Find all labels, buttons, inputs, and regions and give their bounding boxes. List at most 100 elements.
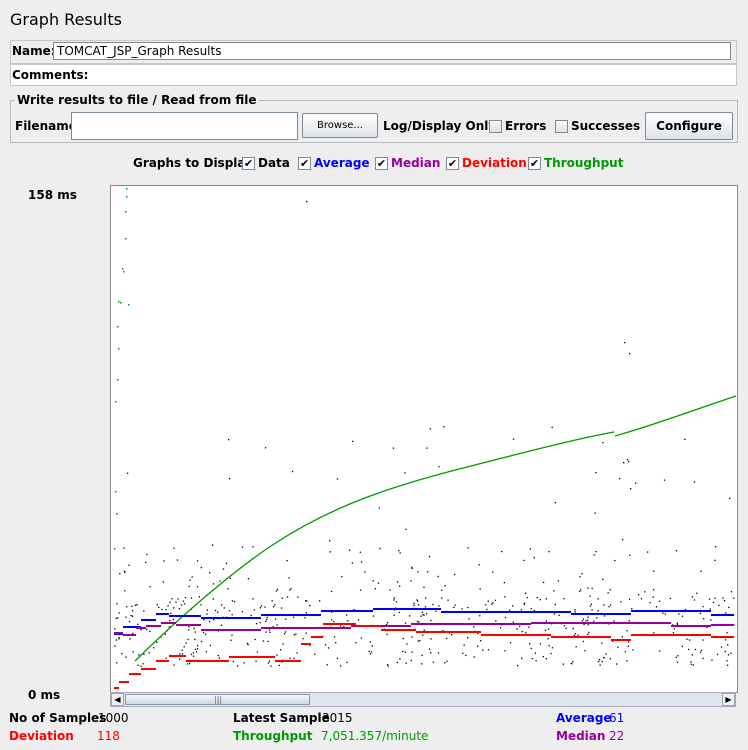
data-point bbox=[193, 627, 195, 630]
errors-label: Errors bbox=[505, 119, 547, 133]
data-point bbox=[379, 547, 381, 550]
data-point bbox=[241, 546, 244, 548]
data-point bbox=[601, 642, 603, 644]
data-point bbox=[627, 645, 629, 647]
y-min-label: 0 ms bbox=[28, 688, 61, 702]
data-point bbox=[289, 657, 291, 659]
data-point bbox=[246, 642, 249, 645]
data-point bbox=[589, 605, 592, 607]
data-point bbox=[183, 646, 185, 648]
errors-checkbox[interactable] bbox=[489, 120, 502, 133]
data-point bbox=[465, 654, 467, 657]
data-point bbox=[168, 626, 170, 628]
scroll-thumb[interactable]: ||| bbox=[125, 694, 310, 705]
data-point bbox=[169, 619, 171, 622]
data-point bbox=[179, 653, 181, 655]
data-point bbox=[603, 657, 605, 659]
data-point bbox=[267, 640, 269, 643]
data-point bbox=[632, 649, 634, 651]
data-point bbox=[443, 426, 445, 428]
graph-svg bbox=[114, 188, 737, 689]
data-point bbox=[126, 606, 128, 608]
data-point bbox=[677, 655, 679, 657]
data-point bbox=[710, 619, 712, 621]
data-point bbox=[187, 629, 190, 631]
latest-sample-label: Latest Sample bbox=[233, 711, 330, 725]
data-point bbox=[612, 640, 614, 642]
successes-checkbox[interactable] bbox=[555, 120, 568, 133]
configure-button[interactable]: Configure bbox=[645, 112, 733, 140]
data-point bbox=[167, 605, 169, 607]
data-point bbox=[547, 628, 550, 630]
data-point bbox=[389, 589, 391, 591]
data-point bbox=[181, 649, 183, 651]
name-field[interactable]: TOMCAT_JSP_Graph Results bbox=[53, 42, 731, 60]
data-point bbox=[727, 654, 730, 656]
data-point bbox=[421, 654, 423, 656]
data-point bbox=[231, 614, 233, 616]
data-point bbox=[121, 653, 123, 655]
data-point bbox=[143, 610, 145, 612]
data-point bbox=[480, 640, 482, 642]
data-point bbox=[186, 663, 189, 665]
filename-input[interactable] bbox=[71, 112, 298, 140]
data-point bbox=[169, 601, 171, 603]
data-point bbox=[324, 644, 327, 646]
data-point bbox=[377, 582, 380, 584]
data-point bbox=[533, 610, 535, 612]
browse-button[interactable]: Browse... bbox=[302, 113, 378, 138]
average-checkbox[interactable]: ✔ bbox=[298, 157, 311, 170]
data-point bbox=[416, 620, 419, 623]
data-point bbox=[684, 438, 686, 440]
data-point bbox=[525, 592, 527, 594]
scroll-right-icon[interactable]: ▶ bbox=[722, 693, 735, 706]
data-point bbox=[136, 604, 138, 606]
data-point bbox=[346, 614, 348, 616]
data-point bbox=[554, 603, 556, 606]
throughput-point bbox=[117, 326, 119, 328]
data-point bbox=[137, 664, 139, 666]
data-point bbox=[149, 630, 151, 633]
data-point bbox=[530, 607, 532, 610]
data-point bbox=[699, 651, 702, 653]
median-checkbox[interactable]: ✔ bbox=[375, 157, 388, 170]
comments-field[interactable]: Comments: bbox=[10, 64, 737, 86]
data-point bbox=[314, 653, 316, 655]
data-point bbox=[422, 614, 424, 616]
throughput-checkbox[interactable]: ✔ bbox=[528, 157, 541, 170]
data-point bbox=[531, 657, 534, 660]
data-point bbox=[485, 604, 487, 606]
data-point bbox=[285, 618, 287, 620]
data-point bbox=[574, 632, 577, 635]
data-point bbox=[247, 578, 250, 580]
data-point bbox=[146, 628, 148, 630]
data-point bbox=[398, 611, 400, 614]
data-point bbox=[319, 600, 321, 602]
data-point bbox=[563, 598, 565, 600]
data-point bbox=[702, 639, 704, 641]
data-point bbox=[276, 624, 278, 626]
data-point bbox=[479, 588, 481, 590]
data-point bbox=[609, 658, 611, 660]
data-point bbox=[252, 598, 254, 600]
data-point bbox=[709, 608, 711, 610]
data-point bbox=[276, 588, 279, 591]
data-point bbox=[597, 660, 600, 663]
data-point bbox=[116, 662, 118, 664]
data-point bbox=[396, 661, 398, 664]
data-point bbox=[138, 654, 140, 656]
deviation-checkbox[interactable]: ✔ bbox=[446, 157, 459, 170]
data-checkbox[interactable]: ✔ bbox=[242, 157, 255, 170]
data-point bbox=[209, 572, 211, 574]
data-point bbox=[295, 633, 297, 635]
throughput-point bbox=[125, 238, 127, 240]
data-point bbox=[260, 605, 263, 607]
data-point bbox=[296, 652, 298, 654]
data-point bbox=[504, 616, 507, 619]
y-max-label: 158 ms bbox=[28, 188, 77, 202]
horizontal-scrollbar[interactable]: ◀ ||| ▶ bbox=[110, 692, 736, 707]
data-point bbox=[446, 660, 448, 662]
data-point bbox=[171, 598, 173, 600]
scroll-left-icon[interactable]: ◀ bbox=[111, 693, 124, 706]
data-point bbox=[352, 440, 354, 442]
